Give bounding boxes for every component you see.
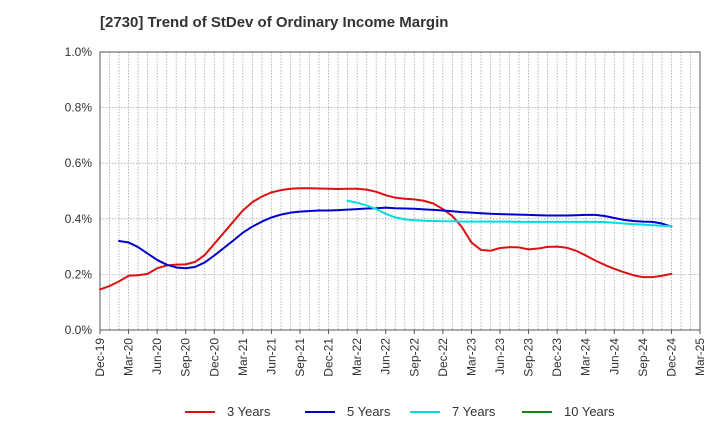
y-tick-label: 0.4% <box>65 212 93 226</box>
y-tick-label: 1.0% <box>65 45 93 59</box>
x-tick-label: Sep-22 <box>407 338 421 377</box>
series-line-7-years <box>346 199 673 228</box>
line-chart: 0.0% 0.2% 0.4% 0.6% 0.8% 1.0% Dec-19 Mar-20 Jun-… <box>65 45 707 377</box>
legend-label: 7 Years <box>452 404 496 419</box>
legend-item: 10 Years <box>522 404 615 419</box>
x-tick-label: Sep-21 <box>293 338 307 377</box>
x-tick-label: Dec-20 <box>207 338 221 377</box>
x-tick-label: Sep-24 <box>636 338 650 377</box>
legend-item: 5 Years <box>305 404 390 419</box>
x-tick-label: Jun-24 <box>607 338 621 375</box>
x-tick-label: Mar-23 <box>464 338 478 376</box>
legend-swatch <box>305 410 335 413</box>
legend-swatch <box>522 410 552 413</box>
x-tick-label: Dec-24 <box>664 338 678 377</box>
y-tick-label: 0.2% <box>65 267 93 281</box>
x-tick-label: Mar-20 <box>122 338 136 376</box>
y-tick-label: 0.6% <box>65 156 93 170</box>
y-tick-label: 0.0% <box>65 323 93 337</box>
x-tick-label: Jun-21 <box>264 338 278 375</box>
x-tick-label: Dec-21 <box>322 338 336 377</box>
plot-frame <box>99 51 701 331</box>
legend-swatch <box>185 410 215 413</box>
x-tick-label: Jun-23 <box>493 338 507 375</box>
legend-item: 7 Years <box>410 404 495 419</box>
legend-label: 10 Years <box>564 404 615 419</box>
x-tick-label: Sep-23 <box>522 338 536 377</box>
legend-label: 3 Years <box>227 404 271 419</box>
chart-title: [2730] Trend of StDev of Ordinary Income… <box>100 14 449 31</box>
y-tick-label: 0.8% <box>65 101 93 115</box>
x-tick-label: Dec-23 <box>550 338 564 377</box>
legend-item: 3 Years <box>185 404 270 419</box>
x-tick-label: Mar-22 <box>350 338 364 376</box>
x-tick-label: Jun-22 <box>379 338 393 375</box>
legend-swatch <box>410 410 440 413</box>
legend-label: 5 Years <box>347 404 391 419</box>
series-line-5-years <box>118 206 673 270</box>
series-line-3-years <box>99 187 673 291</box>
x-tick-label: Mar-21 <box>236 338 250 376</box>
x-tick-label: Mar-24 <box>579 338 593 376</box>
x-tick-label: Mar-25 <box>693 338 707 376</box>
x-tick-label: Dec-22 <box>436 338 450 377</box>
x-tick-label: Jun-20 <box>150 338 164 375</box>
x-tick-label: Dec-19 <box>93 338 107 377</box>
x-tick-label: Sep-20 <box>179 338 193 377</box>
legend: 3 Years 5 Years 7 Years 10 Years <box>0 404 720 426</box>
